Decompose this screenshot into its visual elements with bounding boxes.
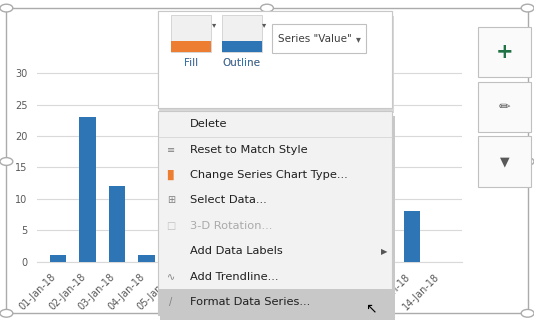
Text: Fill: Fill [184, 58, 198, 68]
Bar [256, 249, 272, 262]
Text: ▊: ▊ [167, 170, 175, 180]
Text: Change Series Chart Type...: Change Series Chart Type... [190, 170, 347, 180]
Text: 3-D Rotation...: 3-D Rotation... [190, 221, 272, 231]
Text: ↖: ↖ [365, 301, 377, 316]
Text: Reset to Match Style: Reset to Match Style [190, 145, 307, 155]
Text: ✏: ✏ [499, 99, 511, 114]
Text: ∿: ∿ [167, 272, 175, 282]
Text: ≡: ≡ [167, 145, 175, 155]
Text: Delete: Delete [190, 119, 227, 129]
Text: ⊞: ⊞ [167, 195, 175, 205]
Bar [286, 255, 302, 262]
Bar [138, 255, 154, 262]
Text: Outline: Outline [223, 58, 261, 68]
Bar [198, 136, 214, 262]
Text: /: / [169, 297, 172, 307]
Bar [404, 212, 420, 262]
Bar [374, 186, 390, 262]
Bar [315, 255, 332, 262]
Text: □: □ [166, 221, 176, 231]
Bar [109, 186, 125, 262]
Bar [227, 243, 243, 262]
Bar [80, 117, 96, 262]
Title: Value: Value [221, 19, 278, 39]
Text: Add Trendline...: Add Trendline... [190, 272, 278, 282]
Text: Series "Value": Series "Value" [278, 34, 351, 44]
Text: ▼: ▼ [500, 155, 509, 168]
Bar [50, 255, 66, 262]
Text: ▾: ▾ [211, 20, 216, 29]
Text: Select Data...: Select Data... [190, 195, 266, 205]
Text: ▾: ▾ [356, 34, 360, 44]
Text: +: + [496, 42, 514, 62]
Text: Outline: Outline [223, 58, 261, 68]
Text: ▶: ▶ [381, 247, 388, 256]
Bar [168, 111, 184, 262]
Bar [345, 249, 361, 262]
Text: Fill: Fill [184, 58, 198, 68]
Text: ▾: ▾ [262, 20, 266, 29]
Text: Add Data Labels: Add Data Labels [190, 246, 282, 256]
Text: Format Data Series...: Format Data Series... [190, 297, 310, 307]
